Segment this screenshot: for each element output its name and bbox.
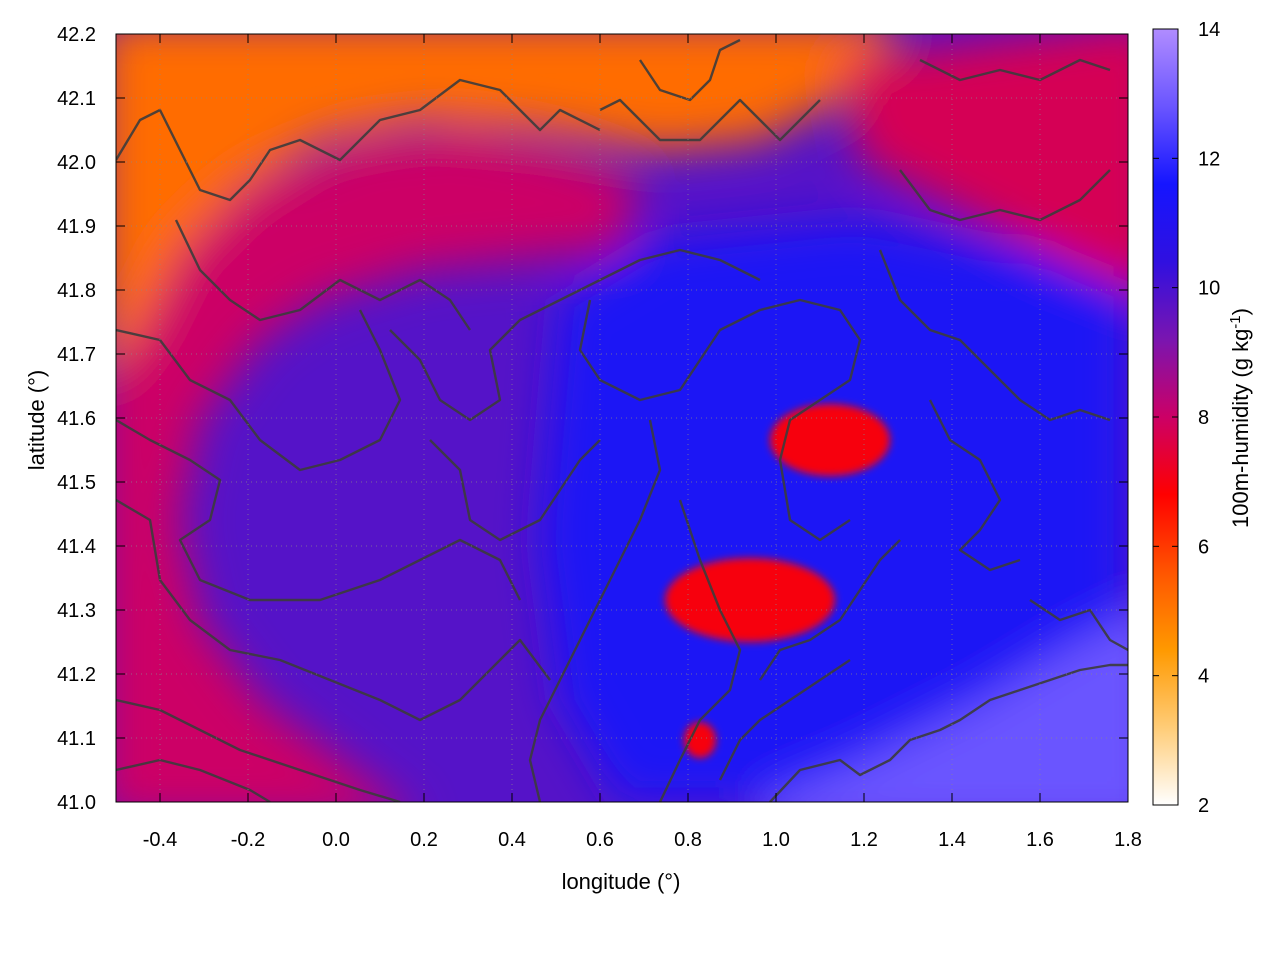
colorbar-title-end: ) <box>1228 308 1253 315</box>
y-axis-title: latitude (°) <box>24 370 49 471</box>
region-northwest-plateau <box>116 34 892 360</box>
colorbar-tick-label: 2 <box>1198 795 1209 817</box>
y-tick-label: 41.4 <box>57 536 96 558</box>
contour-line <box>116 758 271 802</box>
contour-line <box>174 219 471 331</box>
x-tick-label: 1.0 <box>762 829 790 851</box>
x-tick-label: 1.4 <box>938 829 966 851</box>
heatmap <box>116 34 1128 802</box>
colorbar-tick-label: 12 <box>1198 148 1220 170</box>
region-coastal-patch-3 <box>684 722 716 758</box>
colorbar-title-main: 100m-humidity (g kg <box>1228 329 1253 528</box>
contour-line <box>1029 599 1128 652</box>
colorbar-ticks: 2 4 6 8 10 12 14 <box>1153 19 1220 817</box>
x-tick-label: 1.8 <box>1114 829 1142 851</box>
terrain-contours <box>116 38 1128 802</box>
colorbar-tick-label: 4 <box>1198 666 1209 688</box>
x-axis: -0.4 -0.2 0.0 0.2 0.4 0.6 0.8 1.0 1.2 1.4 1.6 1.8 <box>143 34 1142 851</box>
region-eastern-coast <box>540 220 1128 802</box>
contour-line <box>718 659 851 781</box>
contour-line <box>116 309 402 472</box>
y-tick-label: 41.9 <box>57 216 96 238</box>
y-tick-label: 41.6 <box>57 408 96 430</box>
y-tick-label: 42.1 <box>57 88 96 110</box>
contour-line <box>919 58 1111 82</box>
contour-line <box>116 78 601 202</box>
colorbar-tick-label: 6 <box>1198 536 1209 558</box>
y-tick-label: 41.1 <box>57 728 96 750</box>
y-tick-label: 41.2 <box>57 664 96 686</box>
y-tick-label: 41.3 <box>57 600 96 622</box>
y-tick-label: 41.5 <box>57 472 96 494</box>
y-tick-label: 42.2 <box>57 24 96 46</box>
contour-line <box>769 663 1128 802</box>
x-tick-label: 1.6 <box>1026 829 1054 851</box>
contour-line <box>899 169 1111 222</box>
contour-line <box>599 98 821 142</box>
region-sea <box>760 616 1128 802</box>
contour-line <box>528 419 662 802</box>
x-tick-label: 0.8 <box>674 829 702 851</box>
colorbar-tick-label: 14 <box>1198 19 1220 41</box>
colorbar-tick-label: 10 <box>1198 278 1220 300</box>
x-axis-title: longitude (°) <box>562 869 681 894</box>
region-northeast-corner <box>840 34 1128 288</box>
region-coastal-patch <box>665 558 835 642</box>
contour-line <box>639 38 741 102</box>
y-tick-label: 42.0 <box>57 152 96 174</box>
x-tick-label: -0.4 <box>143 829 177 851</box>
colorbar-tick-label: 8 <box>1198 407 1209 429</box>
x-tick-label: 0.0 <box>322 829 350 851</box>
x-tick-label: 0.2 <box>410 829 438 851</box>
contour-line <box>429 439 601 542</box>
contour-line <box>658 499 742 802</box>
y-tick-label: 41.7 <box>57 344 96 366</box>
contour-line <box>928 399 1021 572</box>
region-western-band <box>116 130 640 802</box>
x-tick-label: 0.6 <box>586 829 614 851</box>
region-coastal-patch-2 <box>770 404 890 476</box>
colorbar-title-sup: -1 <box>1227 315 1244 328</box>
colorbar: 2 4 6 8 10 12 14 100m-humidity (g kg-1) <box>1152 19 1253 817</box>
x-tick-label: 1.2 <box>850 829 878 851</box>
colorbar-title: 100m-humidity (g kg-1) <box>1227 308 1253 528</box>
contour-line <box>389 248 761 422</box>
contour-line <box>759 539 901 681</box>
contour-line <box>878 249 1111 422</box>
y-tick-label: 41.0 <box>57 792 96 814</box>
y-axis: 41.0 41.1 41.2 41.3 41.4 41.5 41.6 41.7 41.8 41.9… <box>57 24 1128 814</box>
y-tick-label: 41.8 <box>57 280 96 302</box>
contour-line <box>578 298 862 542</box>
contour-line <box>116 418 522 602</box>
x-tick-label: 0.4 <box>498 829 526 851</box>
x-tick-label: -0.2 <box>231 829 265 851</box>
